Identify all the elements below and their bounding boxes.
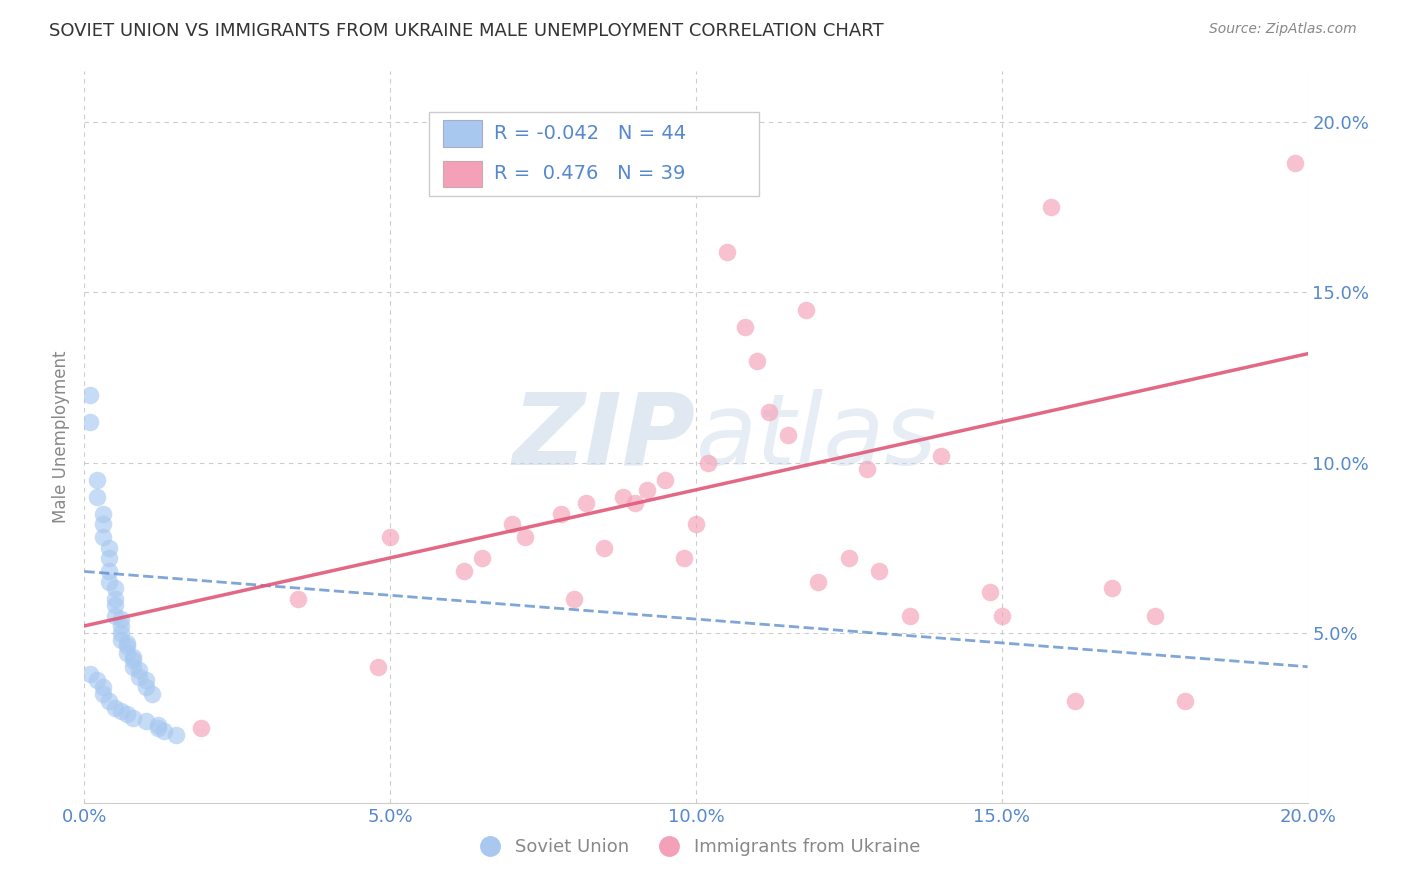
Point <box>624 496 647 510</box>
Point <box>1101 582 1123 596</box>
Point <box>122 649 145 664</box>
Point <box>104 599 127 613</box>
Point <box>104 700 127 714</box>
Point <box>122 711 145 725</box>
Point <box>612 490 634 504</box>
Point <box>929 449 952 463</box>
Point <box>165 728 187 742</box>
Point <box>1174 694 1197 708</box>
Point <box>1284 156 1306 170</box>
Text: Source: ZipAtlas.com: Source: ZipAtlas.com <box>1209 22 1357 37</box>
Point <box>110 619 132 633</box>
Point <box>869 565 891 579</box>
Point <box>128 663 150 677</box>
Point <box>91 507 114 521</box>
Point <box>79 387 101 401</box>
Point <box>97 694 120 708</box>
Point <box>502 516 524 531</box>
Point <box>367 659 389 673</box>
Point <box>115 707 138 722</box>
Point <box>979 585 1001 599</box>
Point <box>794 302 817 317</box>
Point <box>593 541 616 555</box>
Point <box>97 574 120 589</box>
Point <box>115 636 138 650</box>
Point <box>758 404 780 418</box>
Point <box>110 625 132 640</box>
Point <box>776 428 799 442</box>
Point <box>91 687 114 701</box>
Point <box>562 591 585 606</box>
Point <box>128 670 150 684</box>
Point <box>91 516 114 531</box>
Point <box>110 612 132 626</box>
Point <box>1039 201 1062 215</box>
Point <box>153 724 176 739</box>
Point <box>91 531 114 545</box>
Point <box>79 415 101 429</box>
Point <box>685 516 707 531</box>
Point <box>135 673 157 688</box>
Point <box>97 550 120 565</box>
Point <box>97 541 120 555</box>
Point <box>115 640 138 654</box>
Point <box>104 608 127 623</box>
Point <box>190 721 212 735</box>
Point <box>838 550 860 565</box>
Text: ZIP: ZIP <box>513 389 696 485</box>
Point <box>86 490 108 504</box>
Point <box>716 244 738 259</box>
Point <box>135 680 157 694</box>
Point <box>697 456 720 470</box>
Point <box>807 574 830 589</box>
Point <box>1143 608 1166 623</box>
Point <box>135 714 157 728</box>
Point <box>471 550 494 565</box>
Point <box>636 483 658 497</box>
Point <box>146 717 169 731</box>
Point <box>122 659 145 673</box>
Point <box>287 591 309 606</box>
Point <box>856 462 879 476</box>
Point <box>104 591 127 606</box>
Point <box>79 666 101 681</box>
Point <box>575 496 598 510</box>
Point <box>654 473 676 487</box>
Point <box>550 507 572 521</box>
Point <box>141 687 163 701</box>
Legend: Soviet Union, Immigrants from Ukraine: Soviet Union, Immigrants from Ukraine <box>464 830 928 863</box>
Point <box>86 473 108 487</box>
Point <box>122 653 145 667</box>
Point <box>672 550 695 565</box>
Point <box>91 680 114 694</box>
Point <box>115 646 138 660</box>
Point <box>380 531 402 545</box>
Point <box>86 673 108 688</box>
Point <box>110 704 132 718</box>
Point <box>453 565 475 579</box>
Text: R =  0.476   N = 39: R = 0.476 N = 39 <box>494 164 685 184</box>
Y-axis label: Male Unemployment: Male Unemployment <box>52 351 70 524</box>
Text: R = -0.042   N = 44: R = -0.042 N = 44 <box>494 124 686 144</box>
Point <box>146 721 169 735</box>
Point <box>898 608 921 623</box>
Point <box>110 632 132 647</box>
Point <box>513 531 536 545</box>
Point <box>104 582 127 596</box>
Point <box>991 608 1014 623</box>
Point <box>747 353 769 368</box>
Text: SOVIET UNION VS IMMIGRANTS FROM UKRAINE MALE UNEMPLOYMENT CORRELATION CHART: SOVIET UNION VS IMMIGRANTS FROM UKRAINE … <box>49 22 884 40</box>
Point <box>734 319 756 334</box>
Point <box>97 565 120 579</box>
Text: atlas: atlas <box>696 389 938 485</box>
Point <box>1064 694 1087 708</box>
